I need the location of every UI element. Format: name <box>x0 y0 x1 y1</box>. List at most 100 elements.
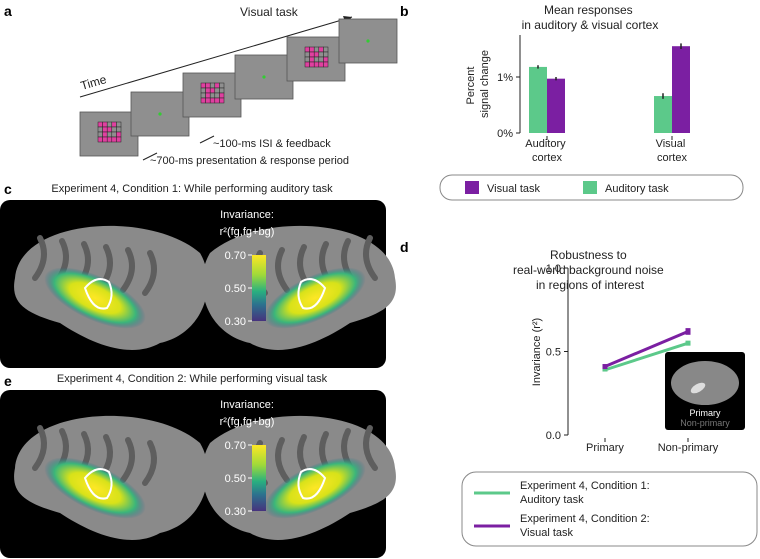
period-tick <box>142 152 158 161</box>
legend-label: Experiment 4, Condition 2: Visual task <box>520 513 653 539</box>
error-bar <box>685 340 691 346</box>
panel-title: Visual task <box>240 5 299 19</box>
grid-cell <box>106 131 113 138</box>
activation <box>44 457 146 519</box>
grid-cell <box>313 56 320 63</box>
grid-cell <box>214 97 220 104</box>
bar <box>547 78 565 133</box>
roi-outline <box>83 468 113 500</box>
grid-cell <box>116 131 122 138</box>
colorbar-title: Invariance: <box>220 399 274 411</box>
grid-cell <box>97 121 103 128</box>
y-axis-label: Invariance (r²) <box>531 318 543 386</box>
line <box>604 341 689 372</box>
grid-cell <box>205 92 211 99</box>
activation <box>44 267 146 329</box>
grid-cell <box>111 131 117 138</box>
grid-cell <box>219 92 225 99</box>
grid-cell <box>200 87 206 94</box>
grid-cell <box>313 51 320 58</box>
activation <box>264 267 366 329</box>
panel-label: b <box>400 3 409 19</box>
grid-cell <box>111 121 117 128</box>
presentation-label: ~700-ms presentation & response period <box>150 155 349 167</box>
grid-cell <box>106 126 113 133</box>
grid-cell <box>102 126 108 133</box>
legend-label: Auditory task <box>605 183 669 195</box>
time-arrow <box>79 16 353 98</box>
grid-cell <box>209 92 216 99</box>
grid-cell <box>102 121 108 128</box>
grid-cell <box>323 61 329 68</box>
grid-cell <box>102 131 108 138</box>
colorbar-tick-label: 0.70 <box>225 440 246 452</box>
colorbar-label: r²(fg,fg+bg) <box>220 416 275 428</box>
panel-label: e <box>4 373 12 389</box>
grid-cell <box>214 92 220 99</box>
sulcus <box>120 437 135 483</box>
grid-cell <box>97 131 103 138</box>
roi-outline <box>297 468 327 500</box>
grid-cell <box>106 136 113 143</box>
x-tick-label: Non-primary <box>658 442 719 454</box>
y-tick-label: 0.0 <box>546 430 561 442</box>
sulcus <box>32 425 47 471</box>
bar <box>529 66 547 133</box>
grid-cell <box>318 56 324 63</box>
line <box>604 330 689 368</box>
panel-title: Experiment 4, Condition 2: While perform… <box>57 373 328 385</box>
grid-cell <box>214 87 220 94</box>
inset-brain <box>671 361 739 405</box>
grid-cell <box>116 136 122 143</box>
sulcus <box>120 247 135 293</box>
y-tick-label: 0% <box>497 128 513 140</box>
grid-cell <box>200 92 206 99</box>
colorbar-tick-label: 0.50 <box>225 283 246 295</box>
grid-cell <box>323 51 329 58</box>
sulcus <box>363 235 378 281</box>
grid-cell <box>116 126 122 133</box>
grid-cell <box>209 97 216 104</box>
sulcus <box>142 250 157 296</box>
grid-cell <box>209 82 216 89</box>
x-tick-label: Visual cortex <box>656 138 689 164</box>
inset-label: Non-primary <box>680 418 730 428</box>
grid-cell <box>219 82 225 89</box>
grid-cell <box>313 46 320 53</box>
grid-cell <box>309 51 315 58</box>
grid-cell <box>304 46 310 53</box>
colorbar-tick-label: 0.50 <box>225 473 246 485</box>
roi-outline <box>83 278 113 310</box>
grid-cell <box>304 51 310 58</box>
chart-title: Robustness to real-world background nois… <box>513 248 667 292</box>
error-bar <box>602 368 608 372</box>
grid-cell <box>97 136 103 143</box>
grid-cell <box>116 121 122 128</box>
fixation-dot <box>262 75 266 79</box>
grid-cell <box>318 46 324 53</box>
grid-cell <box>111 126 117 133</box>
inset-roi <box>690 382 706 394</box>
sulcus <box>275 437 290 483</box>
grid-cell <box>309 61 315 68</box>
y-tick-label: 1% <box>497 72 513 84</box>
y-tick-label: 1.0 <box>546 263 561 275</box>
bar <box>672 46 690 134</box>
period-tick <box>199 135 215 144</box>
sulcus <box>363 425 378 471</box>
colorbar-tick-label: 0.30 <box>225 316 246 328</box>
grid-cell <box>214 82 220 89</box>
grid-cell <box>313 61 320 68</box>
legend-box <box>461 471 758 547</box>
grid-cell <box>304 56 310 63</box>
grid-cell <box>309 56 315 63</box>
fixation-dot <box>366 39 370 43</box>
isi-label: ~100-ms ISI & feedback <box>213 138 331 150</box>
y-axis-label: Percent signal change <box>465 50 491 118</box>
grid-cell <box>102 136 108 143</box>
colorbar-tick-label: 0.30 <box>225 506 246 518</box>
grid-cell <box>205 82 211 89</box>
legend-label: Visual task <box>487 183 540 195</box>
y-tick-label: 0.5 <box>546 347 561 359</box>
x-tick-label: Primary <box>586 442 624 454</box>
